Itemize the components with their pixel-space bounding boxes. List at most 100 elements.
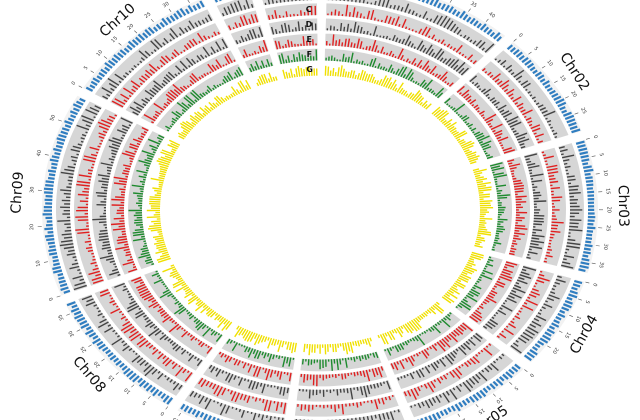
track-g-background (324, 63, 436, 110)
chromosome-label: Chr04 (567, 312, 602, 357)
ticks-chr01: 0510152025303540 (449, 0, 496, 22)
track-f-histogram (226, 338, 295, 368)
track-c-histogram (327, 4, 477, 65)
tick-label: 10 (123, 386, 132, 395)
tick-mark (509, 381, 513, 385)
tick-label: 15 (107, 373, 116, 382)
tick-label: 30 (162, 1, 171, 9)
track-g-histogram (256, 72, 278, 87)
track-f-histogram (165, 66, 244, 132)
track-e-histogram (131, 276, 213, 354)
tick-mark (66, 313, 71, 316)
tick-mark (178, 412, 181, 417)
tick-label: 20 (458, 416, 467, 420)
tick-label: 30 (68, 329, 76, 338)
track-f-histogram (278, 49, 318, 65)
track-g-histogram (441, 251, 484, 304)
track-b-histogram (264, 0, 316, 6)
track-d-background (203, 364, 290, 400)
tick-label: 25 (144, 11, 153, 20)
segment-chr03 (472, 139, 598, 274)
track-a-histogram (506, 44, 581, 134)
tick-label: 0 (591, 282, 598, 287)
track-f-histogram (455, 256, 494, 311)
tick-mark (44, 154, 49, 156)
tick-mark (101, 358, 105, 362)
track-a-background (177, 403, 224, 420)
segment-chr01 (324, 0, 506, 110)
tick-label: 25 (604, 225, 610, 232)
tick-label: 20 (93, 360, 102, 369)
track-e-histogram (326, 34, 454, 87)
ticks-chr09: 0 10 20 30 40 50 (29, 114, 62, 301)
track-g-histogram (282, 65, 318, 79)
track-e-histogram (242, 39, 268, 59)
tick-label: 10 (495, 396, 504, 405)
track-d-background (268, 18, 318, 35)
track-d-histogram (326, 21, 469, 76)
tick-mark (585, 281, 590, 284)
tick-mark (485, 18, 489, 22)
track-c-histogram (541, 151, 564, 263)
tick-label: 50 (49, 114, 57, 122)
track-a-histogram (416, 363, 521, 420)
tick-mark (58, 119, 62, 122)
tick-mark (78, 85, 83, 88)
segment-chr05 (376, 301, 524, 420)
segment-chr08 (65, 264, 233, 406)
track-c-background (193, 377, 288, 415)
track-label-e: E (306, 35, 311, 44)
tick-label: 15 (604, 188, 610, 195)
track-c-histogram (496, 270, 550, 339)
tick-label: 25 (80, 345, 89, 354)
tick-label: 25 (172, 416, 181, 420)
tick-label: 5 (142, 399, 148, 406)
track-f-histogram (325, 52, 445, 99)
tick-mark (524, 369, 528, 373)
track-g-histogram (324, 65, 432, 110)
track-c-background (326, 3, 484, 65)
track-c-background (264, 3, 318, 21)
segment-chr10 (82, 0, 252, 140)
track-b-histogram (510, 275, 566, 354)
track-d-histogram (235, 26, 264, 45)
track-d-background (125, 36, 229, 117)
tick-label: 15 (477, 407, 486, 416)
track-g-histogram (303, 337, 372, 356)
tick-mark (457, 413, 461, 417)
tick-label: 10 (35, 260, 42, 268)
track-a-background (416, 0, 506, 43)
track-f-histogram (248, 58, 273, 73)
tick-mark (591, 262, 596, 265)
tick-label: 25 (579, 107, 587, 115)
track-a-histogram (575, 140, 596, 272)
data-tracks (42, 0, 598, 420)
track-b-histogram (57, 105, 102, 291)
track-d-histogram (270, 21, 317, 35)
track-f-background (221, 338, 295, 370)
track-f-histogram (151, 270, 223, 343)
track-e-histogram (218, 351, 292, 382)
tick-label: 0 (517, 32, 523, 39)
tick-label: 35 (597, 261, 604, 269)
chromosome-label: Chr03 (615, 185, 632, 227)
tick-mark (103, 56, 108, 59)
tick-label: 35 (469, 1, 478, 9)
track-labels: ABCDEFG (306, 5, 313, 74)
track-e-histogram (469, 261, 518, 323)
segment-scaffold (213, 0, 279, 87)
track-b-background (326, 0, 496, 54)
tick-label: 15 (558, 74, 567, 83)
track-e-histogram (143, 53, 236, 124)
tick-label: 0 (71, 81, 78, 87)
track-f-histogram (384, 312, 452, 356)
track-e-histogram (390, 322, 473, 371)
tick-label: 30 (29, 186, 36, 193)
tick-mark (528, 51, 532, 55)
tick-label: 10 (545, 59, 554, 68)
track-b-background (56, 101, 102, 292)
